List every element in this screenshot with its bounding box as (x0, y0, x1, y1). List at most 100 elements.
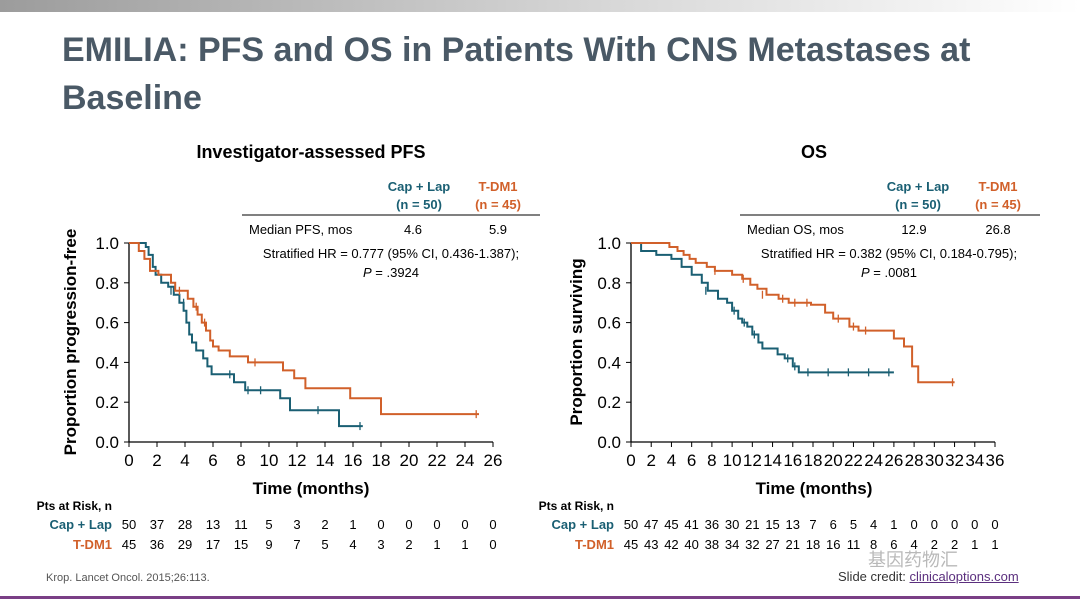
os-table-row-label: Median OS, mos (747, 222, 844, 237)
pfs-x-tick-label: 24 (456, 451, 475, 470)
os-risk-value-cap-lap: 7 (809, 517, 816, 532)
pfs-risk-value-tdm1: 5 (321, 537, 328, 552)
pfs-risk-value-cap-lap: 0 (489, 517, 496, 532)
os-p-label: P (861, 265, 870, 280)
os-risk-value-cap-lap: 0 (971, 517, 978, 532)
pfs-p-value-text: P = .3924 (363, 265, 419, 280)
os-x-tick-label: 22 (844, 451, 863, 470)
os-axes: 0.00.20.40.60.81.00 2 4 6 8 10 12 14 16 18 20 22 24 2… (597, 234, 1004, 470)
os-risk-value-cap-lap: 0 (931, 517, 938, 532)
os-y-tick-label: 0.6 (597, 314, 621, 333)
os-y-tick-label: 0.0 (597, 433, 621, 452)
pfs-x-axis-label: Time (months) (253, 479, 370, 498)
pfs-risk-value-cap-lap: 0 (377, 517, 384, 532)
pfs-x-tick-label: 14 (316, 451, 335, 470)
os-p-value-text: P = .0081 (861, 265, 917, 280)
pfs-risk-value-tdm1: 2 (405, 537, 412, 552)
os-x-tick-label: 30 (925, 451, 944, 470)
pfs-risk-value-tdm1: 45 (122, 537, 136, 552)
os-risk-value-cap-lap: 0 (951, 517, 958, 532)
os-x-tick-label: 24 (864, 451, 883, 470)
os-y-tick-label: 1.0 (597, 234, 621, 253)
os-risk-value-tdm1: 6 (890, 537, 897, 552)
os-x-tick-label: 0 (626, 451, 635, 470)
bottom-accent-bar (0, 596, 1080, 599)
pfs-table-row-label: Median PFS, mos (249, 222, 353, 237)
pfs-x-tick-label: 16 (344, 451, 363, 470)
os-risk-value-cap-lap: 41 (684, 517, 698, 532)
pfs-y-axis-label: Proportion progression-free (61, 229, 80, 456)
pfs-x-tick-label: 20 (400, 451, 419, 470)
pfs-risk-value-cap-lap: 0 (433, 517, 440, 532)
os-table-n-tdm1: (n = 45) (975, 197, 1021, 212)
os-risk-value-tdm1: 38 (705, 537, 719, 552)
os-risk-value-tdm1: 27 (765, 537, 779, 552)
pfs-x-tick-label: 4 (180, 451, 189, 470)
pfs-x-tick-label: 8 (236, 451, 245, 470)
pfs-risk-value-tdm1: 15 (234, 537, 248, 552)
pfs-x-tick-label: 2 (152, 451, 161, 470)
os-median-cap-lap: 12.9 (901, 222, 926, 237)
os-chart-title: OS (801, 142, 827, 162)
pfs-y-tick-label: 0.8 (95, 274, 119, 293)
reference-citation: Krop. Lancet Oncol. 2015;26:113. (46, 572, 210, 584)
pfs-p-value: = .3924 (372, 265, 419, 280)
os-risk-value-cap-lap: 5 (850, 517, 857, 532)
os-risk-value-tdm1: 43 (644, 537, 658, 552)
pfs-table-n-cap-lap: (n = 50) (396, 197, 442, 212)
slide-credit-link[interactable]: clinicaloptions.com (909, 569, 1019, 584)
pfs-table-header-tdm1: T-DM1 (479, 179, 518, 194)
os-x-tick-label: 6 (687, 451, 696, 470)
os-risk-value-cap-lap: 47 (644, 517, 658, 532)
os-risk-value-cap-lap: 0 (910, 517, 917, 532)
os-y-tick-label: 0.4 (597, 353, 621, 372)
pfs-risk-value-cap-lap: 50 (122, 517, 136, 532)
os-curve-cap-lap (631, 242, 894, 374)
os-risk-value-cap-lap: 21 (745, 517, 759, 532)
os-x-axis-label: Time (months) (756, 479, 873, 498)
pfs-risk-value-tdm1: 17 (206, 537, 220, 552)
os-x-tick-label: 32 (945, 451, 964, 470)
pfs-p-label: P (363, 265, 372, 280)
pfs-y-tick-label: 0.2 (95, 393, 119, 412)
os-risk-value-tdm1: 32 (745, 537, 759, 552)
pfs-y-tick-label: 0.6 (95, 314, 119, 333)
os-y-tick-label: 0.8 (597, 274, 621, 293)
os-curve-tdm1 (631, 242, 955, 384)
os-risk-value-cap-lap: 1 (890, 517, 897, 532)
pfs-table-header-cap-lap: Cap + Lap (388, 179, 451, 194)
os-risk-label-cap-lap: Cap + Lap (552, 517, 615, 532)
os-x-tick-label: 2 (646, 451, 655, 470)
pfs-y-tick-label: 1.0 (95, 234, 119, 253)
os-x-tick-label: 34 (965, 451, 984, 470)
pfs-x-tick-label: 0 (124, 451, 133, 470)
pfs-risk-value-cap-lap: 0 (461, 517, 468, 532)
os-x-tick-label: 20 (824, 451, 843, 470)
os-risk-value-cap-lap: 30 (725, 517, 739, 532)
pfs-x-tick-label: 22 (428, 451, 447, 470)
os-risk-value-tdm1: 2 (931, 537, 938, 552)
os-risk-value-tdm1: 42 (664, 537, 678, 552)
os-risk-value-cap-lap: 4 (870, 517, 877, 532)
os-chart: OS Cap + Lap (n = 50) T-DM1 (n = 45) Med… (539, 142, 1040, 552)
os-table-header-cap-lap: Cap + Lap (887, 179, 950, 194)
os-x-tick-label: 10 (723, 451, 742, 470)
pfs-risk-value-cap-lap: 11 (234, 517, 248, 532)
pfs-hr-text: Stratified HR = 0.777 (95% CI, 0.436-1.3… (263, 246, 519, 261)
os-x-tick-label: 4 (667, 451, 676, 470)
os-risk-value-tdm1: 4 (910, 537, 917, 552)
pfs-median-cap-lap: 4.6 (404, 222, 422, 237)
pfs-risk-value-tdm1: 29 (178, 537, 192, 552)
os-x-tick-label: 8 (707, 451, 716, 470)
pfs-risk-label-tdm1: T-DM1 (73, 537, 112, 552)
os-x-tick-label: 14 (763, 451, 782, 470)
os-risk-value-cap-lap: 13 (786, 517, 800, 532)
os-x-tick-label: 28 (905, 451, 924, 470)
os-risk-value-tdm1: 34 (725, 537, 739, 552)
os-risk-title: Pts at Risk, n (539, 499, 614, 513)
pfs-chart: Investigator-assessed PFS Cap + Lap (n =… (37, 142, 540, 552)
os-y-axis-label: Proportion surviving (567, 258, 586, 425)
pfs-x-tick-label: 18 (372, 451, 391, 470)
os-table-header-tdm1: T-DM1 (979, 179, 1018, 194)
